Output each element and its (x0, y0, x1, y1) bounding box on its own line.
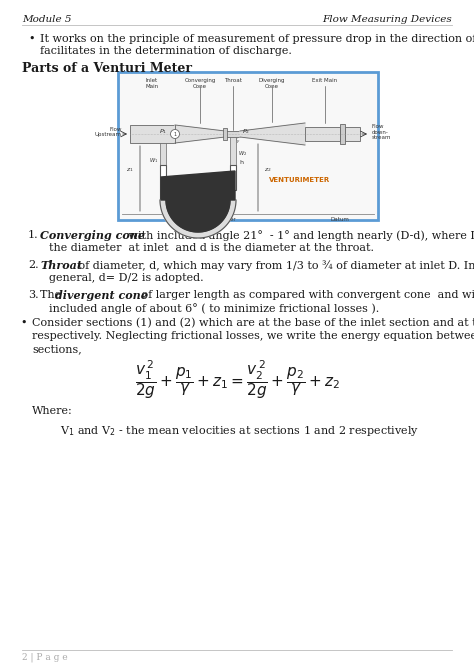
Text: Inlet
Main: Inlet Main (146, 78, 159, 89)
Text: VENTURIMETER: VENTURIMETER (269, 177, 331, 183)
Bar (160, 165, 166, 200)
Text: of diameter, d, which may vary from 1/3 to ¾ of diameter at inlet D. In: of diameter, d, which may vary from 1/3 … (75, 260, 474, 271)
FancyBboxPatch shape (118, 72, 378, 220)
Text: general, d= D/2 is adopted.: general, d= D/2 is adopted. (49, 273, 204, 283)
Text: of larger length as compared with convergent cone  and with: of larger length as compared with conver… (138, 290, 474, 300)
Text: h: h (239, 161, 243, 165)
Text: Flow Measuring Devices: Flow Measuring Devices (322, 15, 452, 24)
Text: sections,: sections, (32, 344, 82, 354)
Text: Manometer: Manometer (204, 217, 236, 222)
Text: It works on the principle of measurement of pressure drop in the direction of fl: It works on the principle of measurement… (40, 34, 474, 44)
Text: respectively. Neglecting frictional losses, we write the energy equation between: respectively. Neglecting frictional loss… (32, 331, 474, 341)
Circle shape (171, 129, 180, 139)
Bar (223, 128, 227, 140)
Bar (340, 124, 345, 144)
Text: The: The (40, 290, 64, 300)
Text: V$_1$ and V$_2$ - the mean velocities at sections 1 and 2 respectively: V$_1$ and V$_2$ - the mean velocities at… (60, 424, 419, 438)
Text: included angle of about 6° ( to minimize frictional losses ).: included angle of about 6° ( to minimize… (49, 303, 379, 314)
Text: Datum: Datum (330, 217, 349, 222)
Text: Exit Main: Exit Main (312, 78, 337, 83)
Text: 3.: 3. (28, 290, 38, 300)
Bar (130, 125, 175, 143)
Bar (305, 127, 340, 141)
Text: $z_2$: $z_2$ (264, 166, 272, 174)
Bar (160, 143, 166, 165)
Text: $W_1$: $W_1$ (149, 157, 158, 165)
Text: •: • (20, 318, 27, 328)
Text: Throat: Throat (40, 260, 82, 271)
Text: Throat: Throat (224, 78, 242, 83)
Text: Flow
down-
stream: Flow down- stream (372, 124, 392, 140)
Text: Parts of a Venturi Meter: Parts of a Venturi Meter (22, 62, 192, 75)
Bar (230, 137, 236, 165)
Text: Consider sections (1) and (2) which are at the base of the inlet section and at : Consider sections (1) and (2) which are … (32, 318, 474, 328)
Text: Module 5: Module 5 (22, 15, 72, 24)
Text: with included angle 21°  - 1° and length nearly (D-d), where D is: with included angle 21° - 1° and length … (125, 230, 474, 241)
Polygon shape (160, 200, 236, 238)
Bar (230, 165, 236, 190)
Text: Diverging
Cone: Diverging Cone (259, 78, 285, 89)
Bar (345, 127, 360, 141)
Text: $P_2$: $P_2$ (242, 127, 250, 137)
Text: $P_1$: $P_1$ (159, 127, 167, 137)
Text: $\dfrac{v_1^{\,2}}{2g} + \dfrac{p_1}{\gamma} + z_1 = \dfrac{v_2^{\,2}}{2g} + \df: $\dfrac{v_1^{\,2}}{2g} + \dfrac{p_1}{\ga… (135, 358, 339, 401)
Text: divergent cone: divergent cone (55, 290, 148, 301)
Text: Converging cone: Converging cone (40, 230, 145, 241)
Text: 1: 1 (173, 131, 176, 137)
Polygon shape (175, 125, 225, 143)
Text: Converging
Cone: Converging Cone (184, 78, 216, 89)
Text: $W_y$: $W_y$ (231, 137, 240, 147)
Polygon shape (240, 123, 305, 145)
Bar (225, 131, 240, 137)
Text: 1.: 1. (28, 230, 38, 240)
Text: $W_2$: $W_2$ (238, 149, 247, 158)
Text: Where:: Where: (32, 406, 73, 416)
Text: 2 | P a g e: 2 | P a g e (22, 653, 68, 663)
Polygon shape (161, 171, 235, 232)
Text: the diameter  at inlet  and d is the diameter at the throat.: the diameter at inlet and d is the diame… (49, 243, 374, 253)
Text: $z_1$: $z_1$ (127, 166, 134, 174)
Text: Flow
Upstream: Flow Upstream (95, 127, 122, 137)
Text: •: • (28, 34, 35, 44)
Text: facilitates in the determination of discharge.: facilitates in the determination of disc… (40, 46, 292, 56)
Text: 2.: 2. (28, 260, 38, 270)
